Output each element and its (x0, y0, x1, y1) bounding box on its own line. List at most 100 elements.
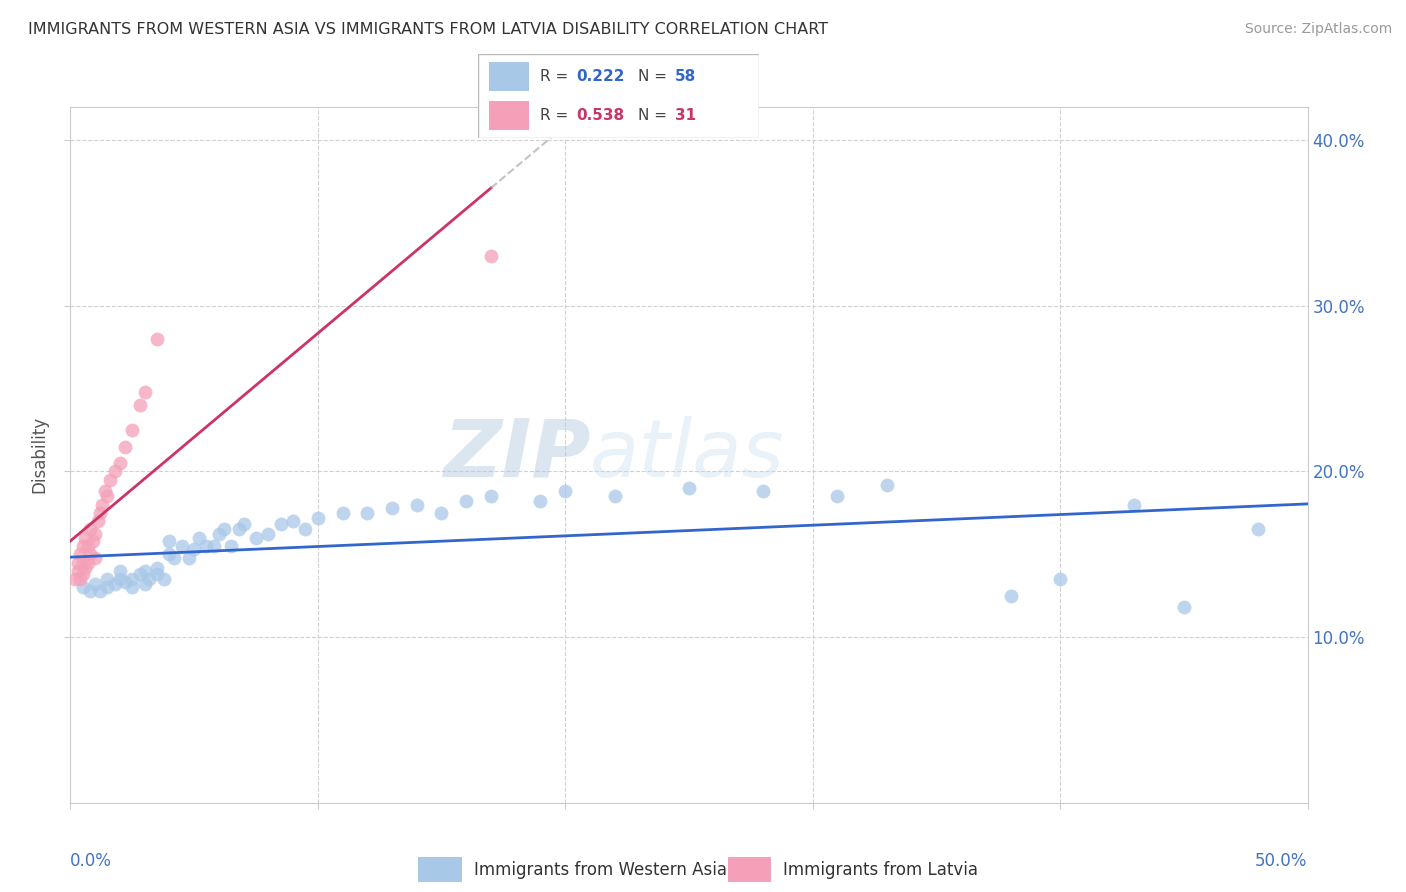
Point (114, 440, 136, 454)
Point (876, 477, 898, 491)
Point (134, 564, 156, 578)
Point (177, 550, 200, 565)
Point (529, 494, 551, 508)
Point (208, 527, 231, 541)
Point (134, 384, 156, 399)
Point (82, 534, 104, 549)
Point (89, 583, 111, 598)
Point (128, 398, 150, 412)
Point (183, 542, 205, 557)
Text: 0.538: 0.538 (576, 108, 624, 123)
Point (270, 517, 292, 532)
Point (138, 572, 160, 586)
Text: Immigrants from Latvia: Immigrants from Latvia (783, 861, 979, 879)
FancyBboxPatch shape (728, 857, 770, 882)
Point (153, 572, 176, 586)
Point (84, 550, 107, 565)
Point (678, 481, 700, 495)
Point (84, 577, 107, 591)
Point (163, 550, 186, 565)
Point (195, 539, 218, 553)
Point (219, 539, 242, 553)
Point (121, 423, 143, 437)
Point (134, 577, 156, 591)
Point (108, 572, 131, 586)
Text: Immigrants from Western Asia: Immigrants from Western Asia (474, 861, 727, 879)
Point (104, 577, 127, 591)
Point (75, 560, 97, 574)
Point (356, 506, 378, 520)
FancyBboxPatch shape (489, 62, 529, 91)
Point (170, 539, 193, 553)
Text: 58: 58 (675, 69, 696, 84)
Point (76, 539, 98, 553)
Point (94, 484, 117, 499)
Text: R =: R = (540, 69, 574, 84)
Point (245, 531, 267, 545)
Point (79, 583, 101, 598)
Point (752, 484, 775, 499)
Point (307, 511, 329, 525)
Point (96, 489, 118, 503)
Y-axis label: Disability: Disability (31, 417, 49, 493)
Point (114, 575, 136, 590)
Point (65, 572, 87, 586)
Text: IMMIGRANTS FROM WESTERN ASIA VS IMMIGRANTS FROM LATVIA DISABILITY CORRELATION CH: IMMIGRANTS FROM WESTERN ASIA VS IMMIGRAN… (28, 22, 828, 37)
Point (66, 564, 89, 578)
Text: Source: ZipAtlas.com: Source: ZipAtlas.com (1244, 22, 1392, 37)
Text: N =: N = (638, 69, 672, 84)
Text: atlas: atlas (591, 416, 785, 494)
Point (84, 527, 107, 541)
Point (212, 523, 235, 537)
Point (72, 581, 94, 595)
Point (69, 572, 91, 586)
Point (79, 547, 101, 561)
Point (76, 556, 98, 570)
Point (96, 581, 118, 595)
Point (108, 456, 131, 470)
Point (79, 523, 101, 537)
Point (91, 498, 114, 512)
Point (332, 506, 354, 520)
Point (479, 489, 502, 503)
Point (257, 527, 280, 541)
Text: ZIP: ZIP (443, 416, 591, 494)
Point (146, 332, 169, 346)
Point (121, 581, 143, 595)
Point (157, 534, 180, 549)
Point (96, 572, 118, 586)
Point (98, 473, 121, 487)
Point (1000, 589, 1022, 603)
Point (188, 531, 211, 545)
Point (128, 567, 150, 582)
Point (1123, 498, 1146, 512)
Point (72, 567, 94, 582)
Text: 0.222: 0.222 (576, 69, 624, 84)
Point (381, 500, 404, 515)
Point (72, 556, 94, 570)
Point (72, 539, 94, 553)
Point (86, 514, 108, 528)
Text: 50.0%: 50.0% (1256, 852, 1308, 870)
Point (479, 249, 502, 263)
Point (232, 517, 254, 532)
Point (89, 506, 111, 520)
Point (456, 494, 478, 508)
Text: 0.0%: 0.0% (70, 852, 112, 870)
Point (121, 572, 143, 586)
Point (603, 489, 626, 503)
Point (827, 489, 849, 503)
Point (202, 539, 225, 553)
Point (104, 465, 127, 479)
Point (66, 556, 89, 570)
Point (146, 560, 169, 574)
FancyBboxPatch shape (489, 101, 529, 130)
Point (75, 531, 97, 545)
Point (1049, 572, 1071, 586)
Point (69, 547, 91, 561)
FancyBboxPatch shape (478, 54, 759, 138)
Point (228, 523, 250, 537)
Point (554, 484, 576, 499)
Point (1173, 600, 1195, 615)
Point (430, 506, 453, 520)
